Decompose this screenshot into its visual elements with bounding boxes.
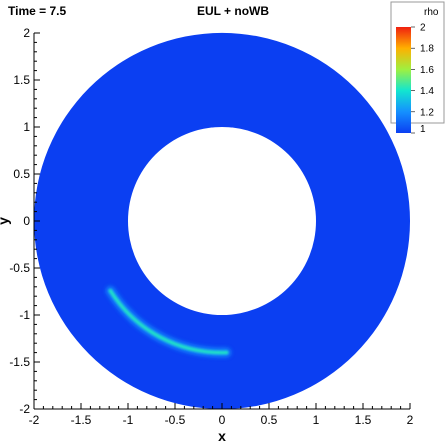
colorbar-tick-label: 1 [420, 124, 426, 135]
y-tick-label: 0 [23, 214, 30, 228]
x-tick-label: 2 [407, 413, 414, 427]
x-tick-label: 1 [313, 413, 320, 427]
x-tick-label: -1.5 [71, 413, 92, 427]
y-tick-label: 2 [23, 26, 30, 40]
time-label: Time = 7.5 [8, 4, 66, 18]
colorbar [396, 27, 411, 133]
x-tick-label: 0.5 [261, 413, 278, 427]
axes: -2 -1.5 -1 -0.5 0 0.5 1 1.5 2 -2 -1.5 -1 -0.5 0 0.5 1 1… [9, 26, 413, 427]
y-tick-label: 0.5 [13, 167, 30, 181]
density-feature-crescent [108, 288, 229, 355]
y-tick-label: -0.5 [9, 261, 30, 275]
x-tick-label: -0.5 [165, 413, 186, 427]
chart-title: EUL + noWB [197, 4, 269, 18]
colorbar-legend: rho 2 1.8 1.6 1.4 1.2 1 [390, 1, 445, 135]
y-ticks: -2 -1.5 -1 -0.5 0 0.5 1 1.5 2 [9, 26, 40, 416]
y-tick-label: -1.5 [9, 355, 30, 369]
x-tick-label: 1.5 [355, 413, 372, 427]
x-axis-title: x [218, 428, 226, 444]
y-tick-label: -1 [19, 308, 30, 322]
colorbar-tick-label: 1.8 [420, 44, 434, 55]
colorbar-label: rho [424, 7, 439, 18]
colorbar-tick-label: 1.4 [420, 86, 434, 97]
x-tick-label: -1 [123, 413, 134, 427]
y-tick-label: -2 [19, 402, 30, 416]
x-tick-label: 0 [219, 413, 226, 427]
x-ticks: -2 -1.5 -1 -0.5 0 0.5 1 1.5 2 [29, 403, 414, 427]
y-axis-title: y [0, 217, 11, 225]
colorbar-ticks: 2 1.8 1.6 1.4 1.2 1 [411, 23, 434, 135]
colorbar-tick-label: 1.2 [420, 107, 434, 118]
colorbar-tick-label: 2 [420, 23, 426, 34]
x-tick-label: -2 [29, 413, 40, 427]
y-tick-label: 1 [23, 120, 30, 134]
annulus-field [33, 32, 411, 410]
y-tick-label: 1.5 [13, 73, 30, 87]
colorbar-tick-label: 1.6 [420, 65, 434, 76]
